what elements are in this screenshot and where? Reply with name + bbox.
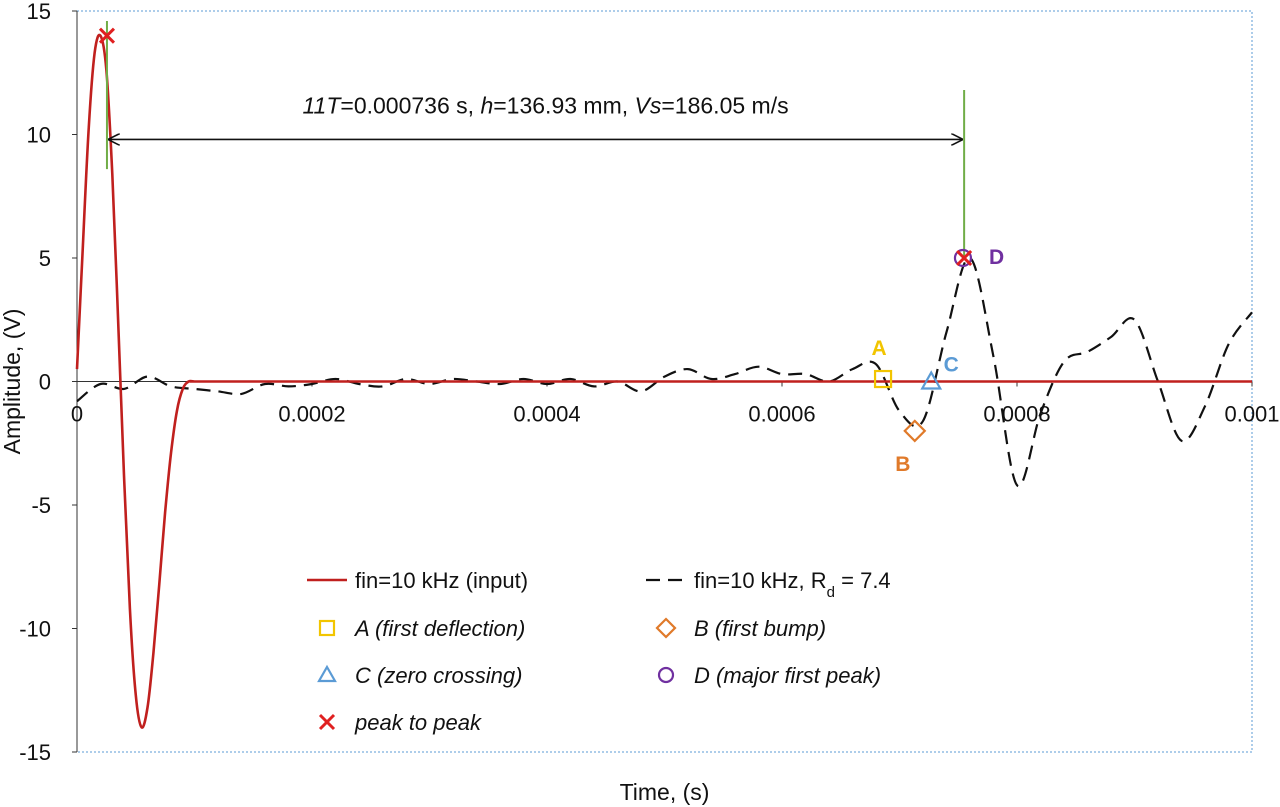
- legend-label-main: B (first bump): [694, 616, 826, 641]
- legend-item: B (first bump): [655, 616, 826, 641]
- markers-layer: A B C D: [98, 27, 1004, 476]
- annotation-part: =186.05 m/s: [661, 92, 788, 118]
- legend-label: fin=10 kHz (input): [355, 568, 528, 593]
- legend-label: B (first bump): [694, 616, 826, 641]
- legend-label-main: fin=10 kHz (input): [355, 568, 528, 593]
- legend-label-main: peak to peak: [354, 710, 482, 735]
- y-tick-label: -5: [31, 493, 51, 518]
- y-tick-label: 5: [39, 246, 51, 271]
- x-axis-title: Time, (s): [620, 779, 710, 805]
- legend-label-main: D (major first peak): [694, 663, 881, 688]
- legend-label: A (first deflection): [353, 616, 525, 641]
- annotation-layer: 11T=0.000736 s, h=136.93 mm, Vs=186.05 m…: [105, 21, 966, 258]
- x-tick-label: 0.0004: [513, 402, 580, 427]
- y-axis-title: Amplitude, (V): [0, 309, 25, 455]
- y-tick-label: 10: [27, 123, 51, 148]
- legend-label: peak to peak: [354, 710, 482, 735]
- x-tick-label: 0.0002: [278, 402, 345, 427]
- legend-label-main: C (zero crossing): [355, 663, 522, 688]
- annotation-text: 11T=0.000736 s, h=136.93 mm, Vs=186.05 m…: [302, 92, 788, 118]
- legend-swatch-x: [318, 713, 336, 731]
- marker-label-c: C: [944, 354, 959, 377]
- legend-item: fin=10 kHz (input): [307, 568, 528, 593]
- legend-item: A (first deflection): [318, 616, 525, 641]
- marker-label-b: B: [895, 453, 910, 476]
- x-stroke: [98, 27, 116, 44]
- legend-label-main: A (first deflection): [353, 616, 525, 641]
- marker-d: [953, 248, 973, 268]
- annotation-part: =136.93 mm,: [493, 92, 634, 118]
- annotation-part: Vs: [635, 92, 662, 118]
- legend-item: fin=10 kHz, Rd = 7.4: [646, 568, 891, 601]
- legend-label: fin=10 kHz, Rd = 7.4: [694, 568, 891, 601]
- legend-swatch-circle: [657, 666, 675, 684]
- y-tick-label: -10: [19, 617, 51, 642]
- marker-b: [903, 419, 927, 443]
- legend-item: C (zero crossing): [317, 663, 522, 688]
- x-tick-label: 0: [71, 402, 83, 427]
- legend-label-main: fin=10 kHz, R: [694, 568, 827, 593]
- series-rd-line: [76, 256, 1253, 488]
- x-stroke: [956, 249, 973, 267]
- legend-swatch-triangle: [317, 664, 337, 683]
- marker-a: [873, 369, 893, 389]
- x-tick-label: 0.0006: [748, 402, 815, 427]
- legend: fin=10 kHz (input) fin=10 kHz, Rd = 7.4 A …: [307, 568, 891, 735]
- legend-swatch-diamond: [655, 617, 677, 639]
- series-layer: [75, 33, 1253, 729]
- legend-label: D (major first peak): [694, 663, 881, 688]
- legend-swatch-square: [318, 619, 336, 637]
- peak-marker: [98, 27, 116, 44]
- y-tick-label: 15: [27, 0, 51, 24]
- legend-label-sub: d: [827, 584, 835, 601]
- x-tick-label: 0.001: [1224, 402, 1279, 427]
- annotation-part: h: [480, 92, 493, 118]
- y-tick-label: -15: [19, 740, 51, 765]
- annotation-part: 11T: [302, 92, 342, 118]
- legend-item: D (major first peak): [657, 663, 881, 688]
- y-tick-label: 0: [39, 370, 51, 395]
- marker-c: [920, 370, 943, 390]
- legend-label-suffix: = 7.4: [835, 568, 891, 593]
- legend-label: C (zero crossing): [355, 663, 522, 688]
- series-input-line: [75, 33, 1252, 729]
- peak-marker: [956, 249, 973, 267]
- legend-item: peak to peak: [318, 710, 482, 735]
- marker-label-a: A: [871, 337, 886, 360]
- annotation-part: =0.000736 s,: [340, 92, 480, 118]
- marker-label-d: D: [989, 246, 1004, 269]
- x-stroke: [318, 713, 336, 731]
